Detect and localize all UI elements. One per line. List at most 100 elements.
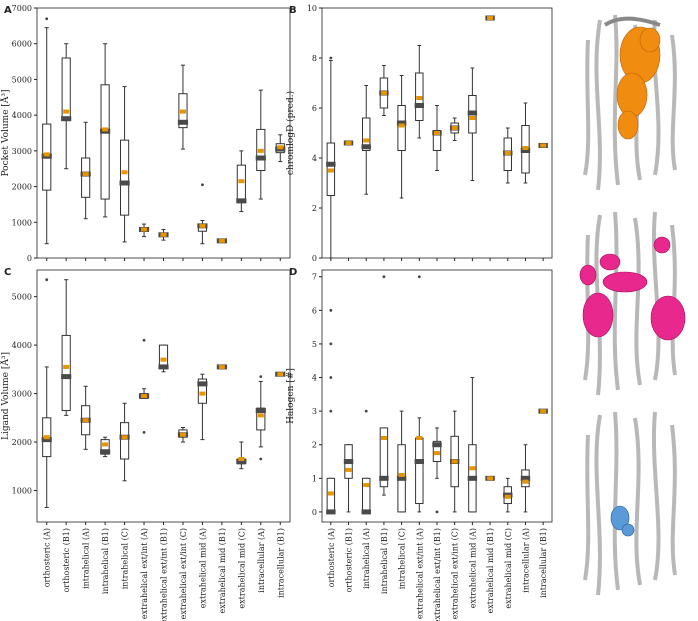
plot-frame (321, 269, 553, 523)
box (362, 117, 371, 151)
x-tick-label: extrahelical mid (A) (198, 528, 207, 608)
x-tick-label: extrahelical mid (B1) (486, 528, 495, 613)
y-tick-label: 7000 (12, 4, 32, 13)
y-tick-label: 0 (312, 508, 317, 517)
y-tick-label: 6 (312, 104, 317, 113)
mean (434, 451, 440, 456)
mean (416, 96, 423, 100)
y-tick-label: 5 (312, 340, 317, 349)
mean (257, 413, 264, 418)
mean (469, 116, 476, 120)
panel: A Pocket Volume [Å³] 0 1000 2000 3000 4000 5000… (0, 4, 291, 263)
mean (416, 436, 423, 440)
mean (469, 466, 476, 471)
panel: D Halogen [#] 0 1 2 3 4 5 6 7 orthosteric (A) ortho… (286, 267, 553, 621)
box (61, 334, 71, 412)
mean (141, 394, 148, 398)
y-tick-label: 4000 (12, 111, 32, 120)
x-tick-label: orthosteric (B1) (345, 528, 354, 593)
mean (179, 432, 186, 437)
mean (540, 409, 547, 414)
flier (329, 342, 333, 346)
y-tick-label: 6 (312, 306, 317, 315)
y-tick-label: 0 (312, 254, 317, 263)
mean (487, 476, 494, 481)
panel: C Ligand Volume [Å³] 1000 2000 3000 4000 5000 o… (0, 267, 291, 621)
flier (329, 56, 333, 60)
mean (363, 138, 370, 143)
mean (121, 435, 128, 440)
x-tick-label: extrahelical ext/int (A) (415, 528, 424, 619)
mean (257, 148, 264, 153)
protein-3 (583, 411, 677, 596)
flier (329, 409, 333, 413)
protein-images (579, 14, 686, 596)
x-tick-label: extrahelical ext/int (B1) (160, 528, 169, 621)
mean (238, 457, 245, 461)
mean (102, 442, 109, 447)
mean (43, 435, 50, 440)
mean (327, 168, 334, 173)
flier (417, 275, 421, 279)
mean (345, 141, 352, 145)
panel-label: D (289, 267, 297, 278)
y-tick-label: 8 (312, 54, 317, 63)
box (119, 139, 130, 216)
panel-label: C (4, 267, 11, 278)
x-tick-label: orthosteric (A) (43, 528, 52, 587)
y-tick-label: 10 (307, 4, 317, 13)
box (158, 344, 169, 368)
y-tick-label: 2000 (12, 183, 32, 192)
x-tick-label: extrahelical mid (C) (504, 528, 513, 609)
y-axis-label: Ligand Volume [Å³] (0, 352, 11, 440)
x-tick-label: intracellular (B1) (276, 528, 285, 598)
mean (238, 179, 245, 184)
y-tick-label: 1000 (12, 218, 32, 227)
y-tick-label: 3 (312, 407, 317, 416)
x-tick-label: extrahelical mid (C) (237, 528, 246, 609)
mean (82, 172, 89, 177)
y-tick-label: 1 (312, 474, 317, 483)
x-tick-label: intrahelical (B1) (101, 528, 110, 594)
flier (364, 409, 368, 413)
box (81, 157, 91, 198)
x-tick-label: orthosteric (A) (327, 528, 336, 587)
y-tick-label: 4 (312, 154, 317, 163)
x-tick-label: orthosteric (B1) (62, 528, 71, 593)
x-tick-label: intracellular (A) (521, 528, 530, 593)
flier (329, 376, 333, 379)
protein-1 (583, 14, 677, 191)
flier (142, 338, 146, 342)
plot-frame (36, 7, 291, 259)
box (100, 84, 110, 200)
mean (43, 152, 50, 157)
mean (380, 436, 387, 440)
y-tick-label: 4 (312, 374, 317, 383)
x-tick-label: intracellular (A) (257, 528, 266, 593)
mean (522, 146, 529, 150)
flier (329, 308, 333, 312)
mean (380, 91, 387, 95)
y-tick-label: 3000 (12, 390, 32, 399)
y-tick-label: 5000 (12, 293, 32, 302)
flier (259, 457, 263, 461)
x-tick-label: extrahelical ext/int (A) (140, 528, 149, 619)
box (397, 105, 406, 151)
y-tick-label: 2 (312, 204, 317, 213)
mean (363, 483, 370, 488)
y-tick-label: 7 (312, 273, 317, 282)
mean (522, 479, 529, 484)
mean (141, 227, 148, 232)
box (379, 427, 389, 488)
x-tick-label: intrahelical (A) (82, 528, 91, 589)
box (197, 378, 208, 404)
mean (82, 418, 89, 423)
box (236, 164, 246, 204)
mean (218, 364, 225, 369)
mean (218, 238, 225, 243)
mean (102, 127, 109, 132)
mean (179, 109, 186, 114)
flier (382, 275, 386, 279)
x-tick-label: extrahelical mid (A) (468, 528, 477, 608)
